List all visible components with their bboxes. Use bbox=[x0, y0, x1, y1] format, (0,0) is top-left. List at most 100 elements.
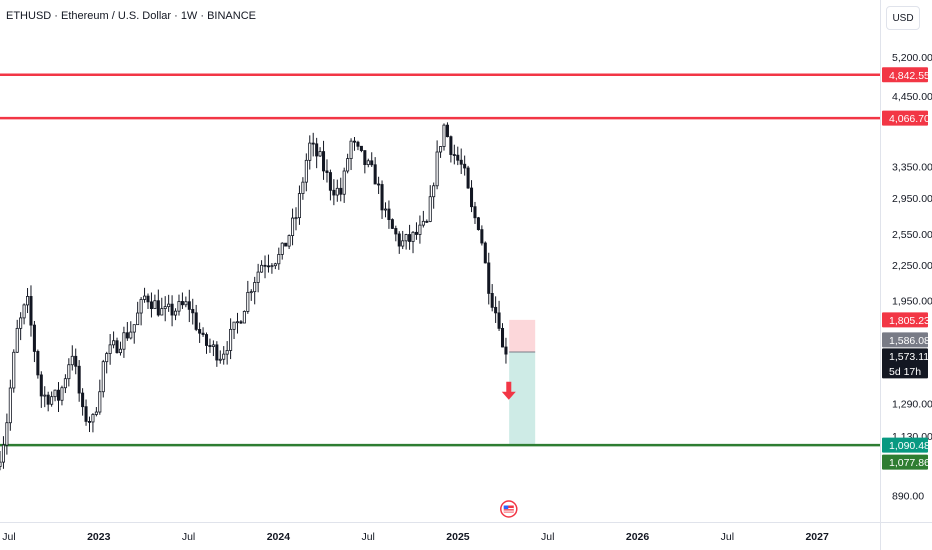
candle-body bbox=[263, 264, 267, 267]
candle-body bbox=[497, 312, 501, 329]
candle-body bbox=[132, 324, 136, 333]
candle-body bbox=[204, 334, 209, 346]
candle-body bbox=[98, 391, 102, 413]
time-tick-label: 2024 bbox=[267, 531, 291, 543]
candle-body bbox=[1, 444, 5, 463]
candle-body bbox=[170, 303, 174, 316]
candle-body bbox=[346, 158, 350, 172]
candle-body bbox=[356, 141, 360, 147]
price-tick-label: 890.00 bbox=[892, 491, 924, 503]
candle-body bbox=[428, 196, 432, 222]
chart-title: ETHUSD · Ethereum / U.S. Dollar · 1W · B… bbox=[6, 10, 256, 22]
take-profit-zone bbox=[509, 352, 536, 446]
candle-body bbox=[301, 181, 305, 194]
candle-body bbox=[490, 293, 494, 308]
time-tick-label: Jul bbox=[2, 531, 15, 543]
candle-body bbox=[459, 159, 463, 165]
candle-body bbox=[260, 264, 264, 273]
candle-body bbox=[46, 394, 50, 405]
candle-body bbox=[56, 389, 61, 401]
candle-body bbox=[480, 229, 484, 244]
candle-body bbox=[432, 185, 436, 198]
candle-body bbox=[311, 142, 315, 145]
candle-body bbox=[380, 184, 384, 211]
candle-body bbox=[315, 143, 319, 157]
candle-body bbox=[180, 301, 184, 306]
candle-body bbox=[125, 332, 129, 339]
candle-body bbox=[143, 295, 147, 300]
candle-body bbox=[349, 140, 353, 160]
candle-body bbox=[418, 224, 422, 235]
candle-body bbox=[452, 154, 456, 156]
candle-body bbox=[277, 254, 281, 265]
candle-body bbox=[476, 217, 480, 231]
price-tag bbox=[882, 312, 928, 328]
down-arrow-icon bbox=[501, 381, 516, 400]
candle-body bbox=[156, 300, 160, 316]
candle-body bbox=[339, 187, 343, 195]
price-tag bbox=[882, 454, 928, 470]
candle-body bbox=[70, 355, 74, 366]
candle-body bbox=[101, 361, 105, 393]
candle-body bbox=[50, 396, 54, 405]
candle-body bbox=[26, 296, 30, 306]
candle-body bbox=[60, 387, 64, 401]
price-tick-label: 2,250.00 bbox=[892, 260, 932, 272]
candle-body bbox=[29, 296, 33, 326]
candle-body bbox=[352, 140, 357, 143]
candle-body bbox=[456, 154, 460, 161]
candle-body bbox=[81, 392, 85, 408]
candle-body bbox=[342, 170, 346, 195]
time-tick-label: Jul bbox=[182, 531, 195, 543]
candle-body bbox=[218, 358, 222, 361]
candle-body bbox=[335, 187, 339, 196]
candle-body bbox=[122, 332, 126, 350]
candle-body bbox=[67, 364, 71, 380]
price-tag bbox=[882, 67, 928, 83]
candle-body bbox=[387, 208, 391, 220]
candle-body bbox=[77, 365, 81, 394]
candle-body bbox=[74, 355, 78, 367]
price-tick-label: 1,950.00 bbox=[892, 296, 932, 308]
candle-body bbox=[266, 265, 270, 268]
candle-body bbox=[136, 312, 140, 326]
candle-body bbox=[15, 327, 19, 353]
candle-body bbox=[270, 265, 274, 268]
candle-body bbox=[235, 321, 240, 324]
candle-body bbox=[36, 351, 40, 376]
flag-canton bbox=[503, 505, 509, 509]
time-tick-label: 2025 bbox=[446, 531, 470, 543]
time-tick-label: 2023 bbox=[87, 531, 111, 543]
price-tag-label: 1,090.48 bbox=[889, 440, 930, 452]
candle-body bbox=[397, 233, 401, 247]
time-tick-label: Jul bbox=[721, 531, 734, 543]
candle-body bbox=[487, 262, 491, 294]
candle-body bbox=[494, 306, 498, 314]
candle-body bbox=[84, 406, 88, 422]
candle-body bbox=[401, 240, 405, 247]
candle-body bbox=[473, 206, 477, 219]
candle-body bbox=[225, 350, 229, 355]
currency-button[interactable]: USD bbox=[886, 6, 920, 30]
candle-body bbox=[366, 160, 370, 165]
price-tag-label: 4,066.70 bbox=[889, 113, 930, 125]
candle-body bbox=[63, 378, 67, 389]
candle-body bbox=[404, 234, 408, 242]
candle-body bbox=[43, 394, 47, 397]
candle-body bbox=[373, 164, 377, 185]
candle-body bbox=[53, 389, 57, 398]
candle-body bbox=[370, 160, 374, 166]
candle-body bbox=[215, 344, 219, 361]
candle-body bbox=[232, 321, 236, 330]
candle-body bbox=[118, 348, 122, 354]
price-tick-label: 2,950.00 bbox=[892, 193, 932, 205]
candle-body bbox=[291, 217, 295, 236]
time-tick-label: 2026 bbox=[626, 531, 650, 543]
candle-body bbox=[146, 295, 150, 303]
candle-body bbox=[325, 170, 329, 173]
candle-body bbox=[198, 329, 202, 334]
candle-body bbox=[229, 328, 233, 351]
candle-body bbox=[449, 136, 453, 155]
candle-body bbox=[174, 310, 178, 316]
